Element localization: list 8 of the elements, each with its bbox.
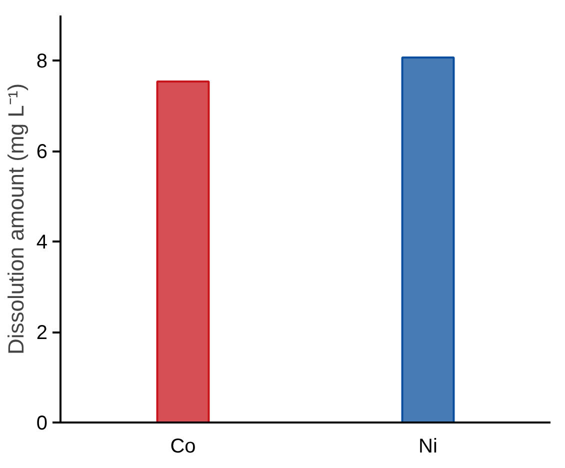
x-tick-label: Ni [418, 436, 438, 458]
y-axis-title: Dissolution amount (mg L⁻¹) [3, 83, 28, 355]
x-tick-label: Co [170, 436, 196, 458]
y-tick-label: 4 [36, 232, 48, 254]
y-tick-label: 6 [36, 141, 48, 164]
y-tick-label: 2 [36, 322, 48, 344]
y-tick-label: 0 [36, 412, 48, 434]
y-tick-label: 8 [36, 50, 48, 73]
